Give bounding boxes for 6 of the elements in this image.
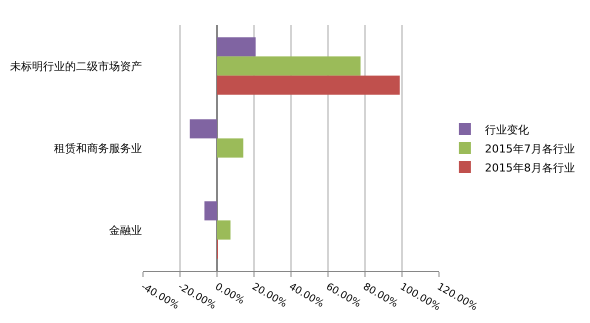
y-tick-label: 未标明行业的二级市场资产 — [10, 60, 142, 73]
legend-label: 2015年8月各行业 — [484, 161, 575, 174]
legend-label: 2015年7月各行业 — [484, 142, 575, 156]
y-tick-label: 租赁和商务服务业 — [54, 142, 142, 155]
legend-label: 行业变化 — [484, 123, 529, 136]
y-tick-label: 金融业 — [109, 224, 142, 237]
